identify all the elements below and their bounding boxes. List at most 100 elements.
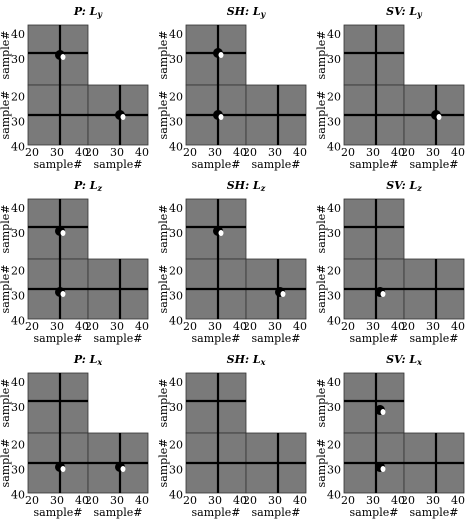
x-tick-label: 40 (391, 494, 405, 507)
y-axis-label: sample# (0, 31, 12, 80)
y-tick-label: 40 (169, 315, 183, 328)
y-tick-label: 40 (327, 315, 341, 328)
y-tick-label: 40 (327, 28, 341, 41)
y-axis-label: sample# (157, 439, 170, 488)
image-square (343, 24, 405, 86)
x-tick-label: 30 (268, 320, 282, 333)
y-axis-label: sample# (157, 205, 170, 254)
x-tick-label: 40 (451, 494, 465, 507)
x-axis-label: sample# (192, 158, 241, 171)
x-tick-label: 30 (208, 494, 222, 507)
y-tick-label: 20 (169, 265, 183, 278)
x-axis-label: sample# (34, 506, 83, 519)
x-tick-label: 40 (75, 494, 89, 507)
x-tick-label: 40 (391, 320, 405, 333)
panel-title: SH: Ly (227, 5, 267, 19)
x-tick-label: 30 (208, 320, 222, 333)
y-tick-label: 30 (11, 290, 25, 303)
x-tick-label: 30 (208, 146, 222, 159)
y-axis-label: sample# (157, 31, 170, 80)
y-tick-label: 30 (11, 227, 25, 240)
blob-light (60, 54, 66, 60)
y-tick-label: 40 (327, 489, 341, 502)
y-tick-label: 40 (327, 376, 341, 389)
x-tick-label: 30 (426, 146, 440, 159)
blob-light (436, 114, 442, 120)
x-tick-label: 20 (401, 320, 415, 333)
blob-light (280, 291, 286, 297)
x-axis-label: sample# (94, 158, 143, 171)
y-tick-label: 40 (11, 141, 25, 154)
y-axis-label: sample# (157, 379, 170, 428)
title-text: SH: L (227, 179, 261, 192)
y-tick-label: 30 (169, 401, 183, 414)
y-axis-label: sample# (315, 31, 328, 80)
x-tick-label: 20 (85, 320, 99, 333)
y-tick-label: 30 (11, 401, 25, 414)
x-axis-label: sample# (252, 506, 301, 519)
blob-light (218, 230, 224, 236)
x-tick-label: 40 (293, 146, 307, 159)
x-axis-label: sample# (410, 158, 459, 171)
x-tick-label: 30 (50, 146, 64, 159)
y-tick-label: 30 (169, 464, 183, 477)
x-tick-label: 20 (25, 320, 39, 333)
x-axis-label: sample# (94, 506, 143, 519)
x-tick-label: 20 (401, 494, 415, 507)
x-tick-label: 30 (50, 494, 64, 507)
y-tick-label: 40 (169, 489, 183, 502)
x-tick-label: 30 (426, 320, 440, 333)
x-axis-label: sample# (350, 158, 399, 171)
x-tick-label: 30 (110, 494, 124, 507)
title-text: P: L (73, 179, 98, 192)
x-tick-label: 30 (426, 494, 440, 507)
title-subscript: y (416, 9, 423, 19)
x-tick-label: 40 (135, 494, 149, 507)
y-tick-label: 30 (11, 53, 25, 66)
image-square (185, 24, 247, 86)
y-tick-label: 30 (169, 290, 183, 303)
title-subscript: x (416, 357, 422, 367)
y-tick-label: 30 (11, 464, 25, 477)
y-tick-label: 20 (169, 439, 183, 452)
y-tick-label: 30 (327, 53, 341, 66)
title-text: SH: L (227, 353, 261, 366)
x-tick-label: 40 (451, 146, 465, 159)
image-square (343, 372, 405, 434)
title-subscript: z (96, 183, 102, 193)
x-tick-label: 20 (341, 494, 355, 507)
y-tick-label: 20 (327, 91, 341, 104)
title-text: P: L (73, 353, 98, 366)
x-axis-label: sample# (192, 332, 241, 345)
x-tick-label: 30 (110, 320, 124, 333)
blob-light (120, 466, 126, 472)
y-tick-label: 20 (327, 265, 341, 278)
y-axis-label: sample# (315, 205, 328, 254)
panel-title: SH: Lz (227, 179, 266, 193)
y-tick-label: 20 (169, 91, 183, 104)
x-axis-label: sample# (192, 506, 241, 519)
title-subscript: y (260, 9, 267, 19)
y-axis-label: sample# (0, 265, 12, 314)
x-axis-label: sample# (34, 158, 83, 171)
y-tick-label: 20 (327, 439, 341, 452)
x-axis-label: sample# (252, 158, 301, 171)
y-tick-label: 40 (11, 28, 25, 41)
y-tick-label: 30 (169, 53, 183, 66)
blob-light (380, 409, 386, 415)
title-subscript: z (416, 183, 422, 193)
panel-title: SV: Ly (386, 5, 423, 19)
x-tick-label: 30 (110, 146, 124, 159)
blob-light (380, 291, 386, 297)
x-axis-label: sample# (94, 332, 143, 345)
x-tick-label: 20 (401, 146, 415, 159)
y-axis-label: sample# (0, 91, 12, 140)
y-axis-label: sample# (315, 439, 328, 488)
title-subscript: y (96, 9, 103, 19)
